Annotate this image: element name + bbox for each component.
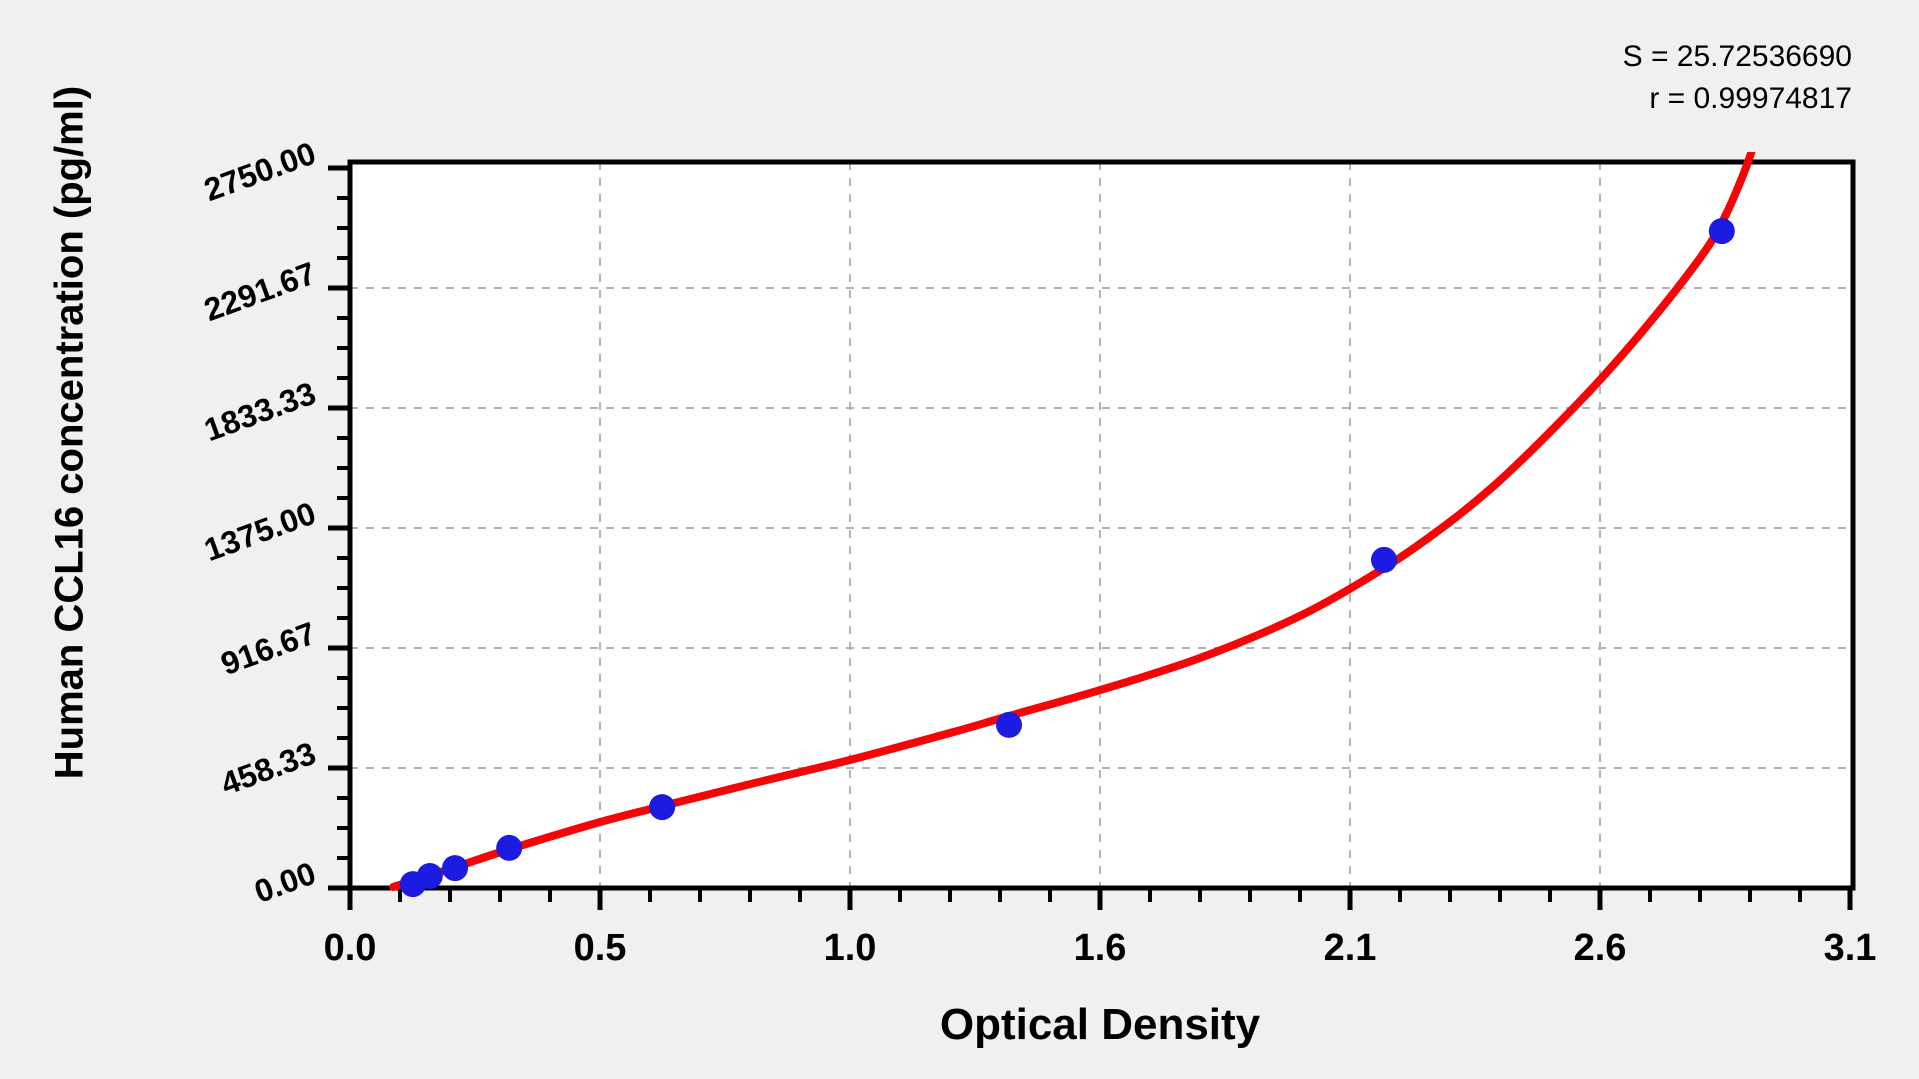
data-point — [1708, 218, 1735, 245]
x-tick-label: 3.1 — [1824, 927, 1877, 969]
fit-curve — [389, 152, 1756, 891]
fit-statistics: S = 25.72536690 r = 0.99974817 — [1623, 36, 1852, 120]
y-tick-label: 0.00 — [250, 855, 321, 910]
y-tick-label: 916.67 — [216, 615, 320, 682]
stat-standard-error: S = 25.72536690 — [1622, 40, 1852, 73]
x-tick-label: 2.1 — [1324, 927, 1377, 969]
data-point — [496, 834, 523, 861]
y-axis-title: Human CCL16 concentration (pg/ml) — [47, 85, 92, 780]
data-point — [1371, 546, 1397, 573]
y-tick-label: 1375.00 — [199, 495, 320, 568]
data-point — [442, 855, 468, 882]
y-tick-label: 1833.33 — [199, 375, 320, 448]
data-point — [649, 794, 676, 821]
y-tick-label: 458.33 — [216, 735, 320, 802]
x-tick-label: 0.0 — [324, 927, 377, 969]
stat-correlation: r = 0.99974817 — [1649, 82, 1852, 115]
data-point — [996, 711, 1022, 738]
y-tick-label: 2750.00 — [199, 135, 320, 208]
y-tick-label: 2291.67 — [199, 255, 320, 328]
plot-background — [350, 162, 1853, 888]
data-point — [416, 863, 443, 889]
x-tick-label: 1.6 — [1074, 927, 1127, 969]
x-tick-label: 2.6 — [1574, 927, 1627, 969]
x-tick-label: 0.5 — [574, 927, 627, 969]
x-axis-title: Optical Density — [939, 1000, 1261, 1049]
x-tick-label: 1.0 — [824, 927, 877, 969]
